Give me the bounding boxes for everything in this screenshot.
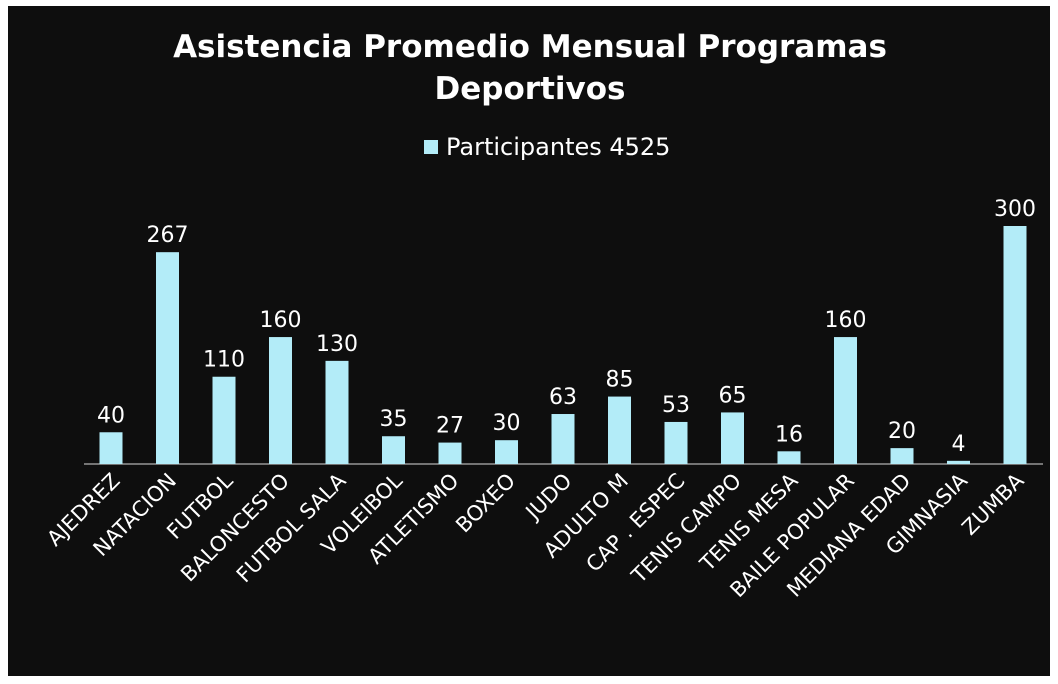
data-label: 130 [316, 332, 358, 357]
bar [382, 436, 405, 464]
x-tick-label: TENIS MESA [695, 468, 803, 576]
data-label: 4 [952, 432, 966, 457]
legend-swatch [424, 140, 438, 154]
bar [608, 396, 631, 464]
data-label: 27 [436, 414, 464, 439]
data-label: 85 [606, 368, 634, 393]
x-tick-label: BOXEO [451, 469, 520, 538]
data-label: 160 [825, 308, 867, 333]
data-label: 53 [662, 393, 690, 418]
data-label: 35 [380, 407, 408, 432]
bar [890, 448, 914, 464]
chart-background [8, 6, 1050, 676]
data-label: 65 [719, 383, 747, 408]
bar [664, 421, 688, 464]
bar [495, 440, 518, 464]
bar [777, 451, 801, 464]
x-tick-label: CAP . ESPEC [581, 469, 689, 577]
bar [1003, 226, 1027, 464]
bar [834, 337, 857, 464]
data-label: 63 [549, 385, 577, 410]
data-label: 40 [97, 403, 125, 428]
data-label: 20 [888, 419, 916, 444]
bar [212, 376, 236, 464]
bar [721, 412, 744, 464]
data-label: 30 [493, 411, 521, 436]
bar [99, 432, 123, 464]
bar [438, 442, 462, 464]
bar [269, 337, 292, 464]
data-label: 16 [775, 422, 803, 447]
bar [947, 460, 970, 464]
bar [551, 414, 575, 464]
data-label: 160 [260, 308, 302, 333]
bar [325, 360, 349, 464]
legend-label: Participantes 4525 [446, 133, 670, 161]
bar [156, 252, 179, 464]
data-label: 300 [994, 197, 1036, 222]
data-label: 110 [203, 348, 245, 373]
x-tick-label: ZUMBA [957, 468, 1029, 540]
data-label: 267 [147, 223, 189, 248]
chart-title: Asistencia Promedio Mensual Programas De… [173, 29, 887, 107]
